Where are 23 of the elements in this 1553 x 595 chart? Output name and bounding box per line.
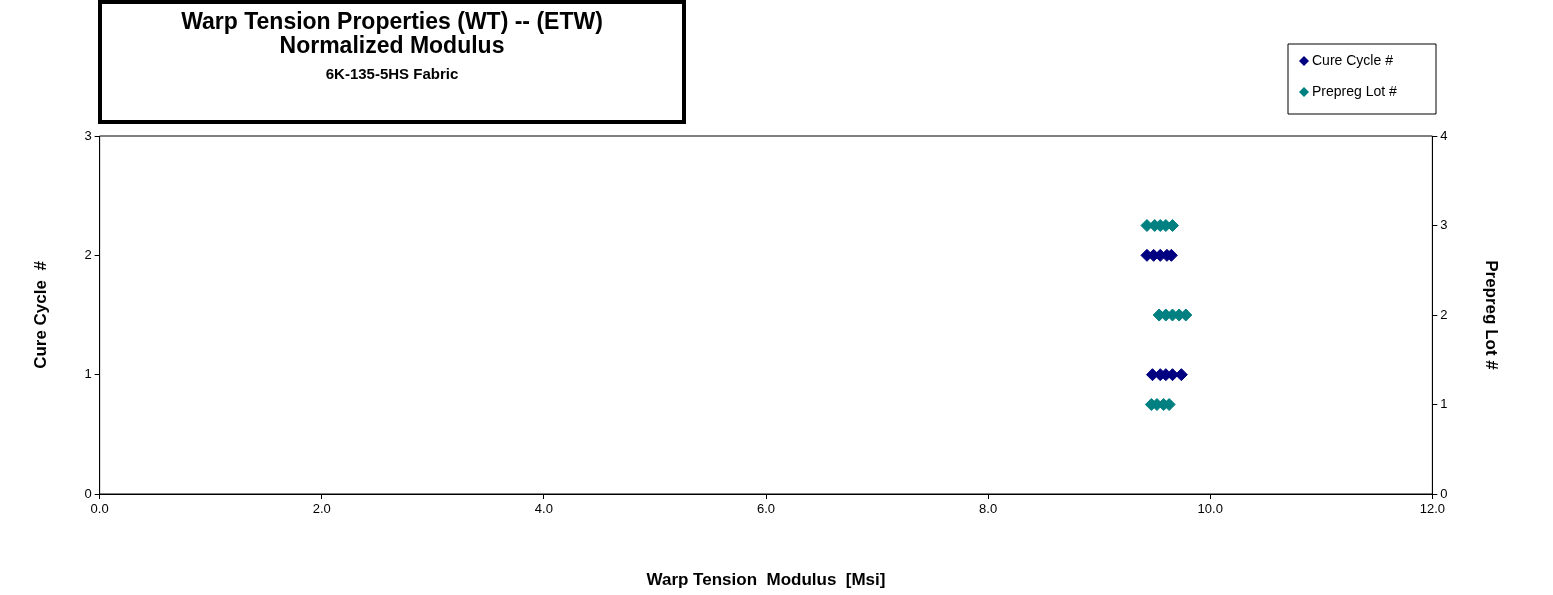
x-tick-label: 8.0	[979, 501, 998, 517]
x-tick-label: 12.0	[1419, 501, 1446, 517]
chart-subtitle: 6K-135-5HS Fabric	[324, 65, 460, 82]
legend-label: Prepreg Lot #	[1312, 82, 1398, 99]
y-tick-label: 0	[84, 485, 92, 501]
x-tick-label: 2.0	[312, 501, 331, 517]
legend-label: Cure Cycle #	[1312, 51, 1394, 68]
x-tick-label: 10.0	[1197, 501, 1223, 517]
x-tick-label: 0.0	[90, 501, 109, 517]
y2-tick-label: 1	[1440, 396, 1448, 412]
y-axis-title: Cure Cycle #	[30, 260, 50, 369]
y2-tick-label: 3	[1440, 217, 1448, 233]
y2-axis-title: Prepreg Lot #	[1482, 260, 1502, 371]
y2-tick-label: 4	[1440, 127, 1448, 143]
y-tick-label: 2	[84, 246, 92, 262]
y-tick-label: 1	[84, 366, 92, 382]
x-axis-title: Warp Tension Modulus [Msi]	[646, 570, 886, 590]
chart-title: Warp Tension Properties (WT) -- (ETW) Normalized Modulus	[180, 8, 604, 58]
y2-tick-label: 0	[1440, 485, 1448, 501]
x-tick-label: 6.0	[756, 501, 776, 517]
y-tick-label: 3	[84, 127, 92, 143]
x-tick-label: 4.0	[534, 501, 553, 517]
y2-tick-label: 2	[1440, 306, 1448, 322]
